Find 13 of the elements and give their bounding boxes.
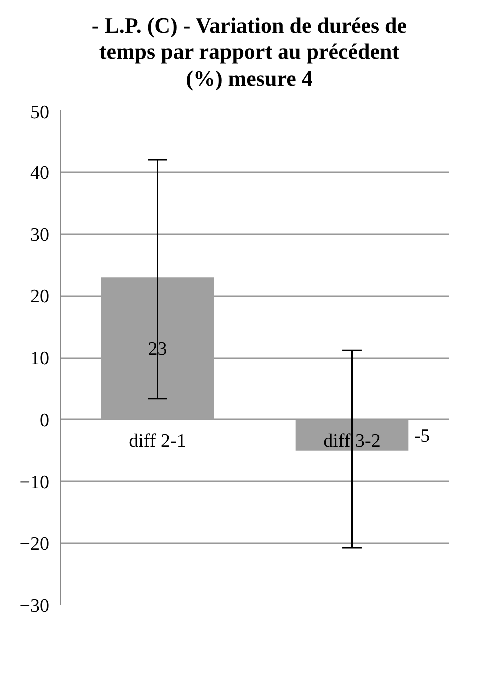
chart-title: - L.P. (C) - Variation de durées de temps par rapport au précédent (%) mesure 4 <box>90 13 408 92</box>
y-tick-label: 0 <box>40 410 50 432</box>
y-tick-label: 40 <box>30 163 50 184</box>
data-label: -5 <box>414 426 430 448</box>
y-tick-label: −10 <box>20 472 50 494</box>
y-tick-label: 10 <box>30 348 50 370</box>
y-tick-label: −30 <box>20 596 50 618</box>
x-tick-label: diff 3-2 <box>324 431 381 452</box>
y-tick-label: 20 <box>30 286 50 308</box>
y-tick-label: 30 <box>30 224 50 246</box>
y-tick-label: 50 <box>30 102 50 124</box>
x-tick-label: diff 2-1 <box>129 431 186 452</box>
y-tick-label: −20 <box>20 534 50 556</box>
